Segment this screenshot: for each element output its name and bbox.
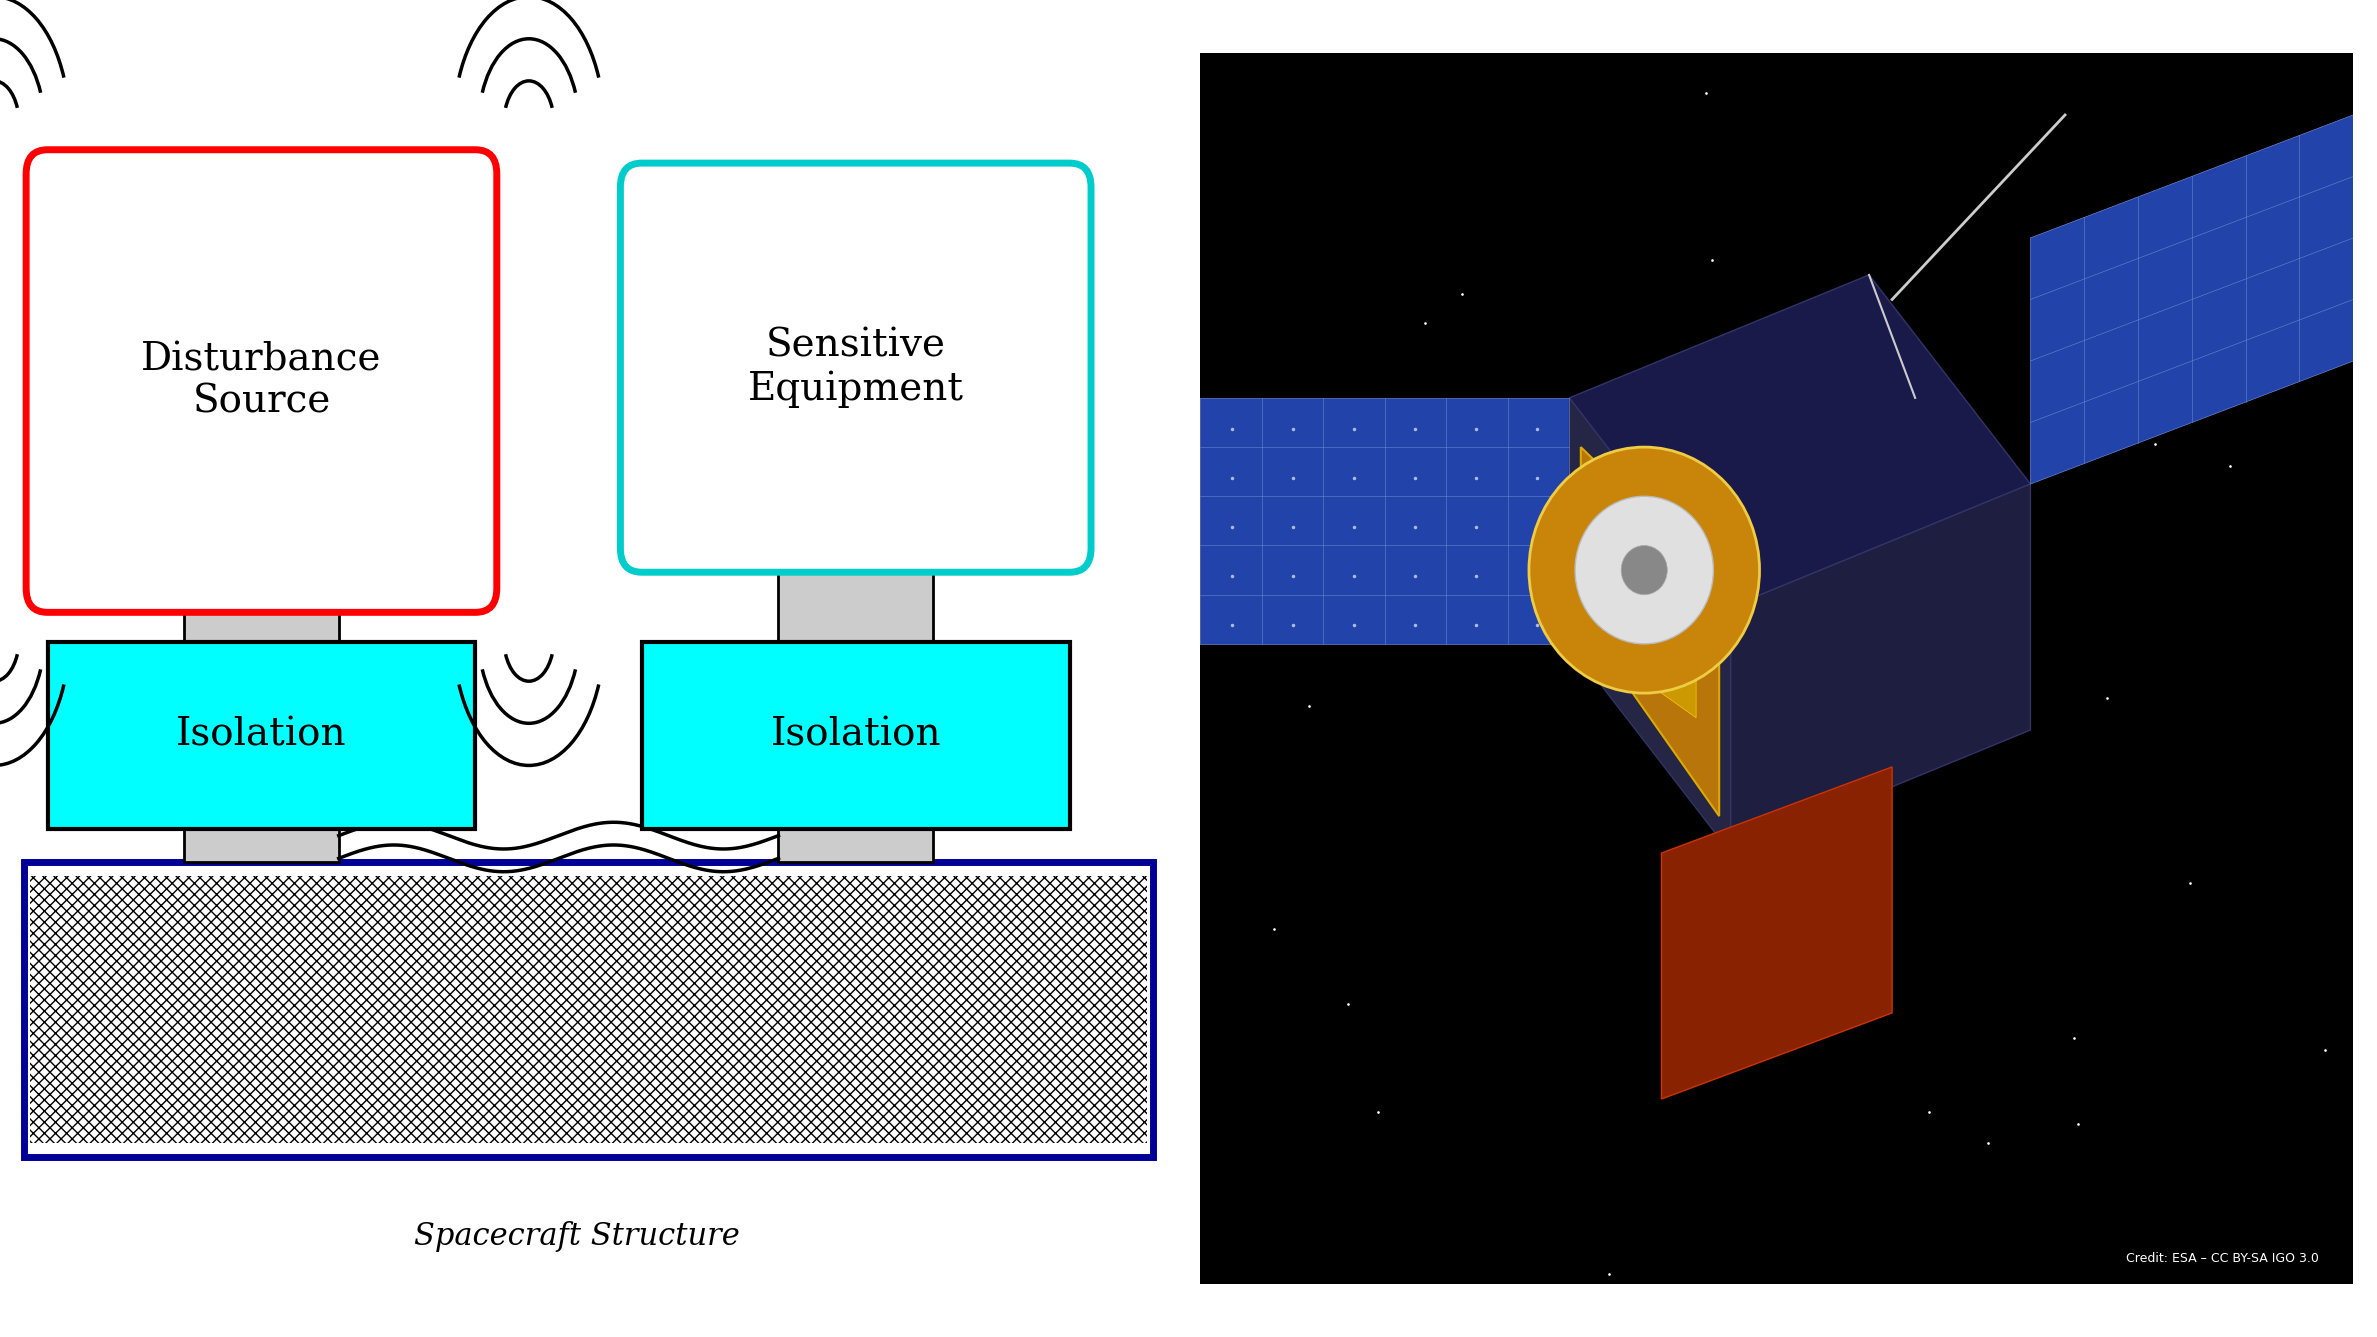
Point bbox=[2249, 249, 2287, 270]
Point bbox=[1923, 412, 1961, 433]
Polygon shape bbox=[1581, 447, 1719, 816]
Bar bbox=[185, 588, 340, 642]
Point bbox=[1968, 1132, 2006, 1154]
Circle shape bbox=[1528, 447, 1759, 693]
Polygon shape bbox=[1662, 767, 1892, 1099]
Bar bbox=[780, 548, 934, 642]
Point bbox=[2211, 455, 2249, 476]
Point bbox=[2306, 1040, 2344, 1062]
Point bbox=[2080, 405, 2118, 427]
Point bbox=[1291, 695, 1329, 717]
Bar bbox=[642, 642, 1070, 829]
Point bbox=[2073, 357, 2111, 378]
Polygon shape bbox=[1593, 484, 1662, 570]
Point bbox=[2170, 872, 2208, 893]
Bar bbox=[780, 829, 934, 862]
Bar bbox=[185, 829, 340, 862]
Polygon shape bbox=[1569, 275, 2030, 607]
Point bbox=[1405, 313, 1443, 334]
Point bbox=[2301, 305, 2339, 326]
Point bbox=[1590, 1263, 1628, 1285]
FancyBboxPatch shape bbox=[620, 163, 1091, 572]
Point bbox=[1909, 1100, 1947, 1122]
Point bbox=[1443, 283, 1481, 305]
Text: Spacecraft Structure: Spacecraft Structure bbox=[414, 1221, 739, 1253]
Point bbox=[1688, 83, 1726, 104]
Point bbox=[1329, 993, 1367, 1015]
Text: Disturbance
Source: Disturbance Source bbox=[140, 341, 383, 421]
Bar bbox=[24, 862, 1153, 1157]
Point bbox=[1719, 709, 1757, 730]
Text: Sensitive
Equipment: Sensitive Equipment bbox=[749, 328, 963, 408]
Polygon shape bbox=[1569, 398, 1730, 853]
Point bbox=[1255, 919, 1293, 940]
Polygon shape bbox=[1616, 583, 1685, 668]
Circle shape bbox=[1621, 545, 1666, 595]
Point bbox=[1700, 449, 1738, 471]
Polygon shape bbox=[2030, 115, 2353, 484]
Polygon shape bbox=[1604, 533, 1673, 619]
Point bbox=[1360, 1100, 1398, 1122]
Point bbox=[2056, 1027, 2094, 1048]
Polygon shape bbox=[1626, 631, 1697, 718]
Polygon shape bbox=[1730, 484, 2030, 853]
Point bbox=[1692, 249, 1730, 270]
Text: Isolation: Isolation bbox=[770, 717, 941, 754]
Point bbox=[1231, 574, 1269, 595]
Bar bbox=[48, 642, 475, 829]
Point bbox=[2135, 433, 2173, 455]
Circle shape bbox=[1576, 496, 1714, 644]
FancyBboxPatch shape bbox=[26, 150, 497, 612]
Bar bbox=[29, 876, 1146, 1143]
Polygon shape bbox=[1200, 398, 1569, 644]
Text: Credit: ESA – CC BY-SA IGO 3.0: Credit: ESA – CC BY-SA IGO 3.0 bbox=[2125, 1251, 2318, 1265]
Point bbox=[2058, 1112, 2097, 1134]
Point bbox=[2087, 687, 2125, 709]
Text: Isolation: Isolation bbox=[176, 717, 347, 754]
